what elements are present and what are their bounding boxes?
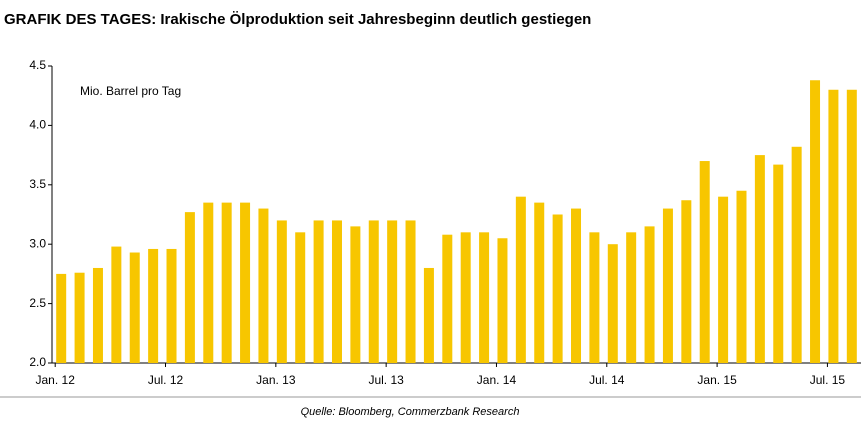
y-tick-label: 4.0 [29, 118, 46, 132]
y-tick-label: 3.0 [29, 236, 46, 250]
bar [203, 202, 214, 363]
bar [699, 161, 710, 363]
x-tick-label: Jul. 14 [589, 373, 625, 387]
y-tick-label: 2.0 [29, 355, 46, 369]
x-tick-label: Jan. 14 [477, 373, 517, 387]
bar [810, 80, 821, 364]
bar [846, 89, 857, 363]
bar [607, 244, 618, 363]
x-tick-label: Jan. 15 [697, 373, 737, 387]
bar [736, 190, 747, 363]
bar [423, 267, 434, 363]
bar [626, 232, 637, 363]
x-tick-label: Jul. 12 [148, 373, 184, 387]
bar [166, 248, 177, 363]
bar [405, 220, 416, 363]
bar [313, 220, 324, 363]
bar [497, 238, 508, 363]
bar [754, 155, 765, 363]
y-tick-label: 4.5 [29, 58, 46, 72]
y-tick-label: 3.5 [29, 177, 46, 191]
x-tick-label: Jan. 12 [36, 373, 76, 387]
bar [111, 246, 122, 363]
bar [718, 196, 729, 363]
y-tick-label: 2.5 [29, 296, 46, 310]
bar [662, 208, 673, 363]
bar [534, 202, 545, 363]
x-tick-label: Jan. 13 [256, 373, 296, 387]
source: Quelle: Bloomberg, Commerzbank Research [301, 406, 520, 418]
bar [74, 272, 85, 363]
bar [184, 212, 195, 363]
bar [295, 232, 306, 363]
bar [552, 214, 563, 363]
bar [148, 248, 159, 363]
bar [442, 234, 453, 363]
bar [387, 220, 398, 363]
bar [350, 226, 361, 363]
bar [240, 202, 251, 363]
bar [828, 89, 839, 363]
chart-title: GRAFIK DES TAGES: Irakische Ölproduktion… [4, 11, 591, 28]
bar [221, 202, 232, 363]
bar [331, 220, 342, 363]
bar [276, 220, 287, 363]
x-tick-label: Jul. 15 [810, 373, 846, 387]
bar [589, 232, 600, 363]
bar [681, 200, 692, 363]
x-tick-label: Jul. 13 [368, 373, 404, 387]
bar [129, 252, 140, 363]
bar [92, 267, 103, 363]
bar [644, 226, 655, 363]
bar [773, 164, 784, 363]
unit-label: Mio. Barrel pro Tag [80, 84, 181, 98]
bar [368, 220, 379, 363]
bar [460, 232, 471, 363]
bar [791, 146, 802, 363]
bar [258, 208, 269, 363]
bar [571, 208, 582, 363]
bar [515, 196, 526, 363]
bar [56, 273, 67, 363]
bar [479, 232, 490, 363]
